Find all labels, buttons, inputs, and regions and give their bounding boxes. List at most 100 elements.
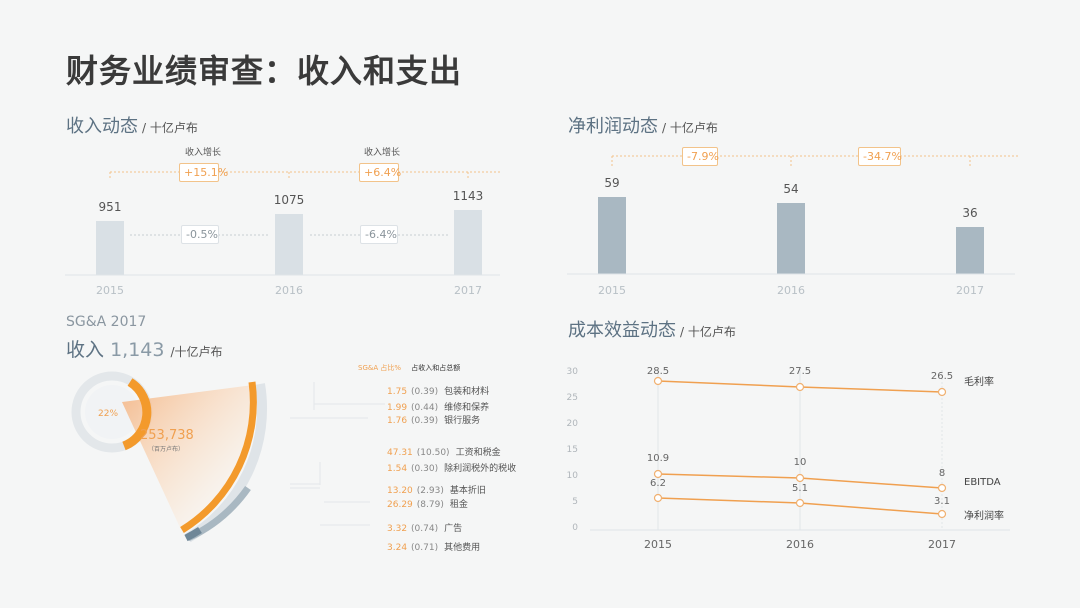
profit-unit: / 十亿卢布 [662, 121, 718, 135]
sga-item-label: 维修和保养 [444, 403, 490, 413]
page-title: 财务业绩审查：收入和支出 [66, 52, 463, 90]
sga-item-share: (0.44) [411, 403, 439, 413]
sga-item-label: 其他费用 [444, 543, 481, 553]
sga-amount-unit: （百万卢布） [148, 446, 185, 453]
profit-title: 净利润动态 / 十亿卢布 [568, 112, 718, 138]
sga-item: 1.54 (0.30) 除利润税外的税收 [387, 461, 516, 474]
sga-item-value: 1.75 [387, 387, 408, 397]
sga-item-share: (8.79) [416, 500, 444, 510]
sga-item-value: 26.29 [387, 500, 413, 510]
sga-item-label: 租金 [449, 500, 468, 510]
revenue-title: 收入动态 / 十亿卢布 [66, 112, 198, 138]
revenue-unit: / 十亿卢布 [142, 121, 198, 135]
sga-legend-head1: SG&A 占比% [358, 364, 401, 372]
sga-item-value: 3.32 [387, 524, 408, 534]
revenue-year-2015: 2015 [96, 284, 124, 297]
series-label-ebitda: EBITDA [964, 477, 1001, 488]
y-tick-30: 30 [566, 367, 578, 377]
sga-legend-header: SG&A 占比% 占收入和占总额 [358, 363, 460, 373]
series-label-net-margin: 净利润率 [964, 511, 1004, 522]
profit-value-2016: 54 [783, 182, 799, 196]
change-badge-2: -6.4% [360, 225, 398, 244]
gross-margin-2016: 27.5 [788, 366, 812, 377]
sga-item: 3.32 (0.74) 广告 [387, 521, 462, 534]
sga-item-value: 1.76 [387, 416, 408, 426]
revenue-year-2017: 2017 [454, 284, 482, 297]
sga-item-label: 广告 [444, 524, 463, 534]
sga-item-label: 除利润税外的税收 [444, 464, 517, 474]
sga-item: 13.20 (2.93) 基本折旧 [387, 483, 486, 496]
profit-year-2015: 2015 [598, 284, 626, 297]
sga-item: 1.76 (0.39) 银行服务 [387, 413, 480, 426]
growth-badge-1: +15.1% [179, 163, 228, 182]
y-tick-20: 20 [566, 419, 578, 429]
sga-item-share: (2.93) [416, 486, 444, 496]
cost-title: 成本效益动态 / 十亿卢布 [568, 316, 736, 342]
growth-badge-2: +6.4% [359, 163, 401, 182]
profit-chart-graphics [567, 155, 1020, 275]
profit-year-2017: 2017 [956, 284, 984, 297]
revenue-title-text: 收入动态 [66, 116, 138, 137]
sga-item-share: (10.50) [416, 448, 450, 458]
sga-item-value: 47.31 [387, 448, 413, 458]
sga-legend-head2: 占收入和占总额 [411, 364, 461, 372]
sga-item-label: 银行服务 [444, 416, 481, 426]
net-margin-2017: 3.1 [934, 496, 950, 507]
sga-item: 47.31 (10.50) 工资和税金 [387, 445, 501, 458]
sga-item-value: 13.20 [387, 486, 413, 496]
cost-line-chart-graphics [590, 370, 1010, 531]
gross-margin-2015: 28.5 [646, 366, 670, 377]
sga-item-share: (0.39) [411, 387, 439, 397]
ebitda-2016: 10 [793, 457, 807, 468]
sga-item: 1.99 (0.44) 维修和保养 [387, 400, 489, 413]
sga-amount: 253,738 [140, 428, 194, 443]
sga-item-share: (0.71) [411, 543, 439, 553]
growth-caption-1: 收入增长 [184, 148, 221, 158]
net-margin-2015: 6.2 [650, 478, 666, 489]
sga-item: 1.75 (0.39) 包装和材料 [387, 384, 489, 397]
sga-item-share: (0.39) [411, 416, 439, 426]
revenue-chart-graphics [65, 171, 500, 276]
sga-revenue: 收入 1,143 /十亿卢布 [66, 335, 223, 362]
revenue-year-2016: 2016 [275, 284, 303, 297]
sga-revenue-label: 收入 [66, 339, 105, 361]
profit-change-badge-2: -34.7% [858, 147, 902, 166]
net-margin-2016: 5.1 [792, 483, 808, 494]
sga-heading: SG&A 2017 [66, 314, 147, 330]
profit-year-2016: 2016 [777, 284, 805, 297]
cost-year-2016: 2016 [786, 538, 814, 551]
sga-item: 3.24 (0.71) 其他费用 [387, 540, 480, 553]
sga-item: 26.29 (8.79) 租金 [387, 497, 468, 510]
growth-caption-2: 收入增长 [363, 148, 400, 158]
sga-item-share: (0.74) [411, 524, 439, 534]
sga-radial-chart [71, 371, 267, 543]
ebitda-2017: 8 [938, 468, 946, 479]
profit-title-text: 净利润动态 [568, 116, 658, 137]
change-badge-1: -0.5% [181, 225, 219, 244]
y-tick-25: 25 [566, 393, 578, 403]
sga-unit: /十亿卢布 [170, 345, 223, 359]
revenue-value-2015: 951 [98, 200, 122, 214]
gross-margin-2017: 26.5 [930, 371, 954, 382]
revenue-value-2017: 1143 [452, 189, 484, 203]
cost-title-text: 成本效益动态 [568, 320, 676, 341]
y-tick-10: 10 [566, 471, 578, 481]
sga-item-value: 3.24 [387, 543, 408, 553]
sga-item-label: 基本折旧 [449, 486, 486, 496]
sga-item-label: 工资和税金 [455, 448, 501, 458]
sga-item-value: 1.54 [387, 464, 408, 474]
profit-change-badge-1: -7.9% [682, 147, 719, 166]
ebitda-2015: 10.9 [646, 453, 670, 464]
cost-unit: / 十亿卢布 [680, 325, 736, 339]
y-tick-15: 15 [566, 445, 578, 455]
y-tick-0: 0 [572, 523, 578, 533]
sga-revenue-value: 1,143 [110, 339, 165, 361]
series-label-gross-margin: 毛利率 [964, 377, 994, 388]
profit-value-2017: 36 [962, 206, 978, 220]
sga-item-share: (0.30) [411, 464, 439, 474]
sga-item-label: 包装和材料 [444, 387, 490, 397]
revenue-value-2016: 1075 [273, 193, 305, 207]
profit-value-2015: 59 [604, 176, 620, 190]
sga-percent: 22% [98, 409, 119, 419]
cost-year-2017: 2017 [928, 538, 956, 551]
